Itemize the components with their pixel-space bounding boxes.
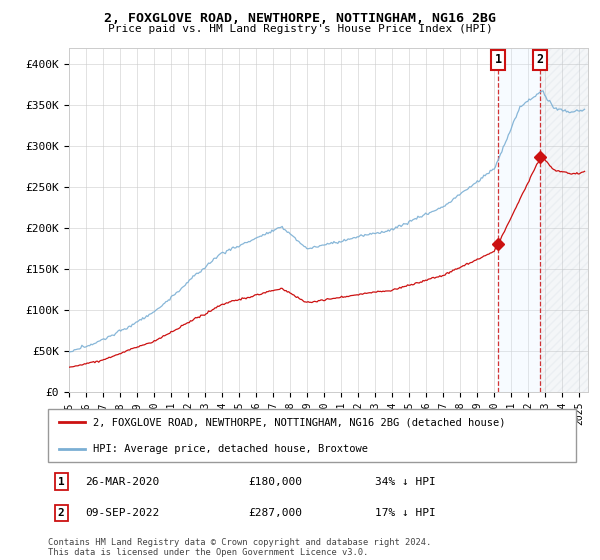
Text: 2, FOXGLOVE ROAD, NEWTHORPE, NOTTINGHAM, NG16 2BG: 2, FOXGLOVE ROAD, NEWTHORPE, NOTTINGHAM,… (104, 12, 496, 25)
Text: 1: 1 (58, 477, 65, 487)
Text: 1: 1 (495, 53, 502, 67)
Text: 2, FOXGLOVE ROAD, NEWTHORPE, NOTTINGHAM, NG16 2BG (detached house): 2, FOXGLOVE ROAD, NEWTHORPE, NOTTINGHAM,… (93, 417, 505, 427)
FancyBboxPatch shape (48, 409, 576, 462)
Bar (540, 48, 588, 392)
Text: 2: 2 (536, 53, 544, 67)
Text: £287,000: £287,000 (248, 508, 302, 518)
Text: 17% ↓ HPI: 17% ↓ HPI (376, 508, 436, 518)
Text: Price paid vs. HM Land Registry's House Price Index (HPI): Price paid vs. HM Land Registry's House … (107, 24, 493, 34)
Text: £180,000: £180,000 (248, 477, 302, 487)
Bar (499, 48, 540, 392)
Text: 09-SEP-2022: 09-SEP-2022 (85, 508, 159, 518)
Text: Contains HM Land Registry data © Crown copyright and database right 2024.
This d: Contains HM Land Registry data © Crown c… (48, 538, 431, 557)
Text: 2: 2 (58, 508, 65, 518)
Text: HPI: Average price, detached house, Broxtowe: HPI: Average price, detached house, Brox… (93, 444, 368, 454)
Text: 34% ↓ HPI: 34% ↓ HPI (376, 477, 436, 487)
Text: 26-MAR-2020: 26-MAR-2020 (85, 477, 159, 487)
